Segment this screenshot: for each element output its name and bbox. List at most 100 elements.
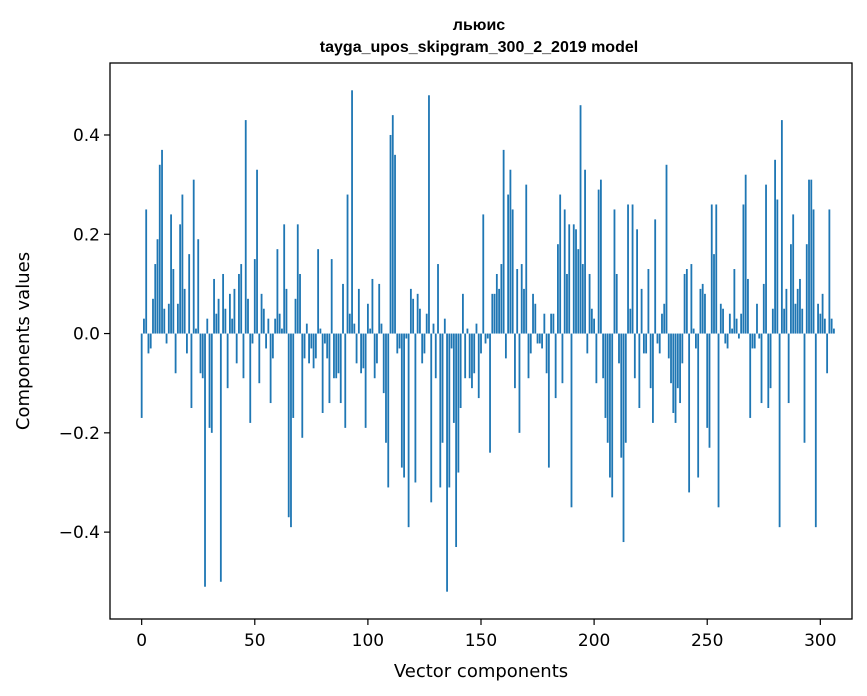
bar-53 [260, 293, 263, 334]
bar-8 [158, 164, 161, 334]
bar-117 [405, 333, 408, 339]
bar-217 [631, 204, 634, 334]
bar-305 [830, 318, 833, 334]
bar-143 [464, 333, 467, 379]
bar-198 [588, 273, 591, 334]
bar-23 [192, 179, 195, 334]
bar-283 [780, 120, 783, 334]
bar-95 [355, 333, 358, 364]
bar-168 [520, 264, 523, 334]
bar-218 [633, 333, 636, 379]
bar-76 [312, 333, 315, 369]
bars-group [140, 90, 835, 592]
bar-176 [538, 333, 541, 344]
bar-101 [369, 328, 372, 334]
bar-196 [584, 169, 586, 334]
bar-271 [753, 333, 756, 349]
bar-234 [670, 333, 672, 384]
bar-286 [787, 333, 790, 404]
bar-225 [649, 333, 652, 389]
bar-129 [432, 323, 435, 334]
bar-61 [278, 313, 281, 334]
bar-183 [554, 333, 557, 399]
bar-48 [249, 333, 252, 423]
bar-152 [484, 333, 487, 344]
bar-258 [724, 333, 727, 344]
bar-239 [681, 333, 684, 364]
bar-16 [176, 303, 179, 334]
bar-64 [285, 288, 288, 334]
bar-296 [810, 179, 813, 334]
bar-146 [471, 333, 473, 389]
bar-240 [683, 273, 686, 334]
bar-175 [536, 333, 539, 344]
x-tick-label: 150 [465, 631, 497, 651]
bar-136 [448, 333, 451, 488]
x-axis-ticks: 0 50 100 150 200 250 300 [136, 619, 837, 651]
bar-210 [615, 273, 618, 334]
bar-193 [577, 249, 580, 334]
bar-68 [294, 298, 297, 334]
bar-15 [174, 333, 177, 374]
bar-162 [507, 194, 510, 334]
bar-150 [480, 333, 482, 354]
bar-226 [652, 333, 654, 423]
bar-112 [394, 154, 396, 334]
bar-121 [414, 333, 417, 483]
bar-148 [475, 323, 478, 334]
bar-106 [380, 323, 383, 334]
bar-57 [269, 333, 272, 404]
bar-36 [222, 273, 225, 334]
bar-41 [233, 288, 236, 334]
bar-109 [387, 333, 390, 488]
bar-280 [774, 159, 776, 334]
y-tick-label: −0.4 [59, 523, 100, 543]
bar-2 [145, 209, 148, 334]
bar-186 [561, 333, 564, 384]
bar-249 [704, 293, 706, 334]
bar-177 [541, 333, 543, 349]
bar-272 [756, 303, 758, 334]
bar-29 [206, 318, 209, 334]
bar-94 [353, 323, 356, 334]
bar-142 [462, 293, 464, 334]
bar-201 [595, 333, 598, 384]
bar-28 [204, 333, 206, 587]
bar-58 [271, 333, 274, 359]
bar-173 [532, 293, 534, 334]
bar-116 [403, 333, 405, 478]
bar-179 [545, 333, 548, 374]
bar-215 [627, 204, 629, 334]
bar-245 [695, 333, 697, 349]
bar-262 [733, 269, 736, 334]
bar-279 [771, 308, 774, 334]
bar-60 [276, 249, 279, 334]
bar-107 [382, 333, 385, 394]
bar-114 [398, 333, 401, 349]
bar-297 [812, 209, 815, 334]
bar-204 [602, 333, 605, 379]
bar-282 [778, 333, 781, 528]
bar-182 [552, 313, 555, 334]
bar-128 [430, 333, 433, 503]
bar-108 [385, 333, 387, 443]
bar-295 [808, 179, 810, 334]
bar-266 [742, 204, 745, 334]
bar-30 [208, 333, 211, 428]
bar-46 [244, 120, 247, 334]
x-tick-label: 100 [352, 631, 384, 651]
bar-161 [504, 333, 507, 359]
bar-144 [466, 328, 469, 334]
bar-100 [366, 303, 369, 334]
bar-32 [213, 278, 215, 334]
bar-132 [439, 333, 442, 488]
bar-39 [228, 293, 231, 334]
bar-220 [638, 333, 641, 409]
bar-119 [409, 288, 412, 334]
bar-256 [719, 303, 722, 334]
bar-137 [450, 333, 453, 349]
bar-289 [794, 303, 797, 334]
bar-111 [391, 115, 394, 334]
bar-54 [262, 308, 265, 334]
